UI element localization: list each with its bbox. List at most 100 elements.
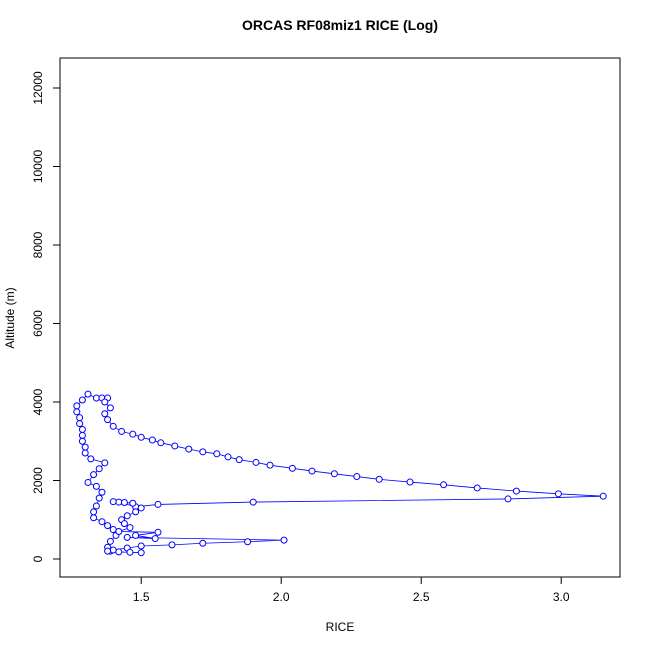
data-point	[106, 537, 114, 545]
data-point	[213, 450, 221, 458]
data-point	[84, 390, 92, 398]
y-tick-label: 2000	[31, 467, 45, 494]
data-point	[199, 539, 207, 547]
data-point	[148, 436, 156, 444]
y-tick-label: 4000	[31, 388, 45, 415]
data-point	[109, 422, 117, 430]
data-point	[109, 498, 117, 506]
data-point	[137, 433, 145, 441]
data-point	[252, 458, 260, 466]
y-tick-label: 6000	[31, 310, 45, 337]
data-point	[504, 495, 512, 503]
data-point	[266, 461, 274, 469]
data-point	[137, 504, 145, 512]
data-point	[115, 528, 123, 536]
data-point	[157, 439, 165, 447]
x-tick-label: 3.0	[553, 590, 570, 604]
data-point	[101, 459, 109, 467]
data-point	[118, 427, 126, 435]
x-axis-label: RICE	[326, 620, 355, 634]
data-point	[123, 533, 131, 541]
data-point	[288, 464, 296, 472]
data-point	[92, 482, 100, 490]
data-point	[76, 414, 84, 422]
x-tick-label: 1.5	[133, 590, 150, 604]
y-tick-label: 8000	[31, 231, 45, 258]
data-point	[224, 453, 232, 461]
data-point	[129, 430, 137, 438]
data-point	[90, 508, 98, 516]
data-point	[199, 448, 207, 456]
data-point	[101, 410, 109, 418]
data-point	[168, 541, 176, 549]
data-point	[95, 494, 103, 502]
data-point	[353, 473, 361, 481]
data-point	[132, 531, 140, 539]
data-point	[554, 490, 562, 498]
y-tick-label: 0	[31, 555, 45, 562]
data-point	[78, 431, 86, 439]
data-point	[473, 484, 481, 492]
data-point	[330, 470, 338, 478]
data-point	[185, 445, 193, 453]
data-point	[280, 536, 288, 544]
data-point	[375, 475, 383, 483]
data-point	[104, 522, 112, 530]
data-point	[120, 520, 128, 528]
chart-title: ORCAS RF08miz1 RICE (Log)	[242, 17, 438, 33]
data-point	[244, 538, 252, 546]
data-point	[151, 535, 159, 543]
data-point	[81, 443, 89, 451]
data-point	[78, 425, 86, 433]
series-line	[76, 393, 604, 554]
data-point	[129, 499, 137, 507]
data-point	[104, 416, 112, 424]
data-point	[98, 488, 106, 496]
data-point	[123, 512, 131, 520]
data-point	[137, 542, 145, 550]
data-point	[73, 402, 81, 410]
data-point	[440, 481, 448, 489]
x-tick-label: 2.0	[273, 590, 290, 604]
data-point	[78, 396, 86, 404]
data-point	[235, 456, 243, 464]
data-point	[406, 478, 414, 486]
data-point	[109, 526, 117, 534]
data-point	[76, 420, 84, 428]
data-point	[137, 549, 145, 557]
data-point	[84, 478, 92, 486]
data-point	[599, 492, 607, 500]
data-point	[171, 442, 179, 450]
data-point	[98, 518, 106, 526]
data-point	[92, 502, 100, 510]
data-point	[104, 547, 112, 555]
y-tick-label: 12000	[31, 71, 45, 105]
data-point	[308, 467, 316, 475]
data-point	[115, 548, 123, 556]
data-point	[115, 498, 123, 506]
data-point	[78, 437, 86, 445]
data-point	[132, 508, 140, 516]
data-point	[90, 471, 98, 479]
data-point	[81, 449, 89, 457]
data-point	[73, 408, 81, 416]
y-axis-label: Altitude (m)	[3, 287, 17, 348]
data-point	[154, 500, 162, 508]
data-point	[154, 528, 162, 536]
data-point	[120, 498, 128, 506]
data-point	[87, 455, 95, 463]
data-point	[101, 398, 109, 406]
y-tick-label: 10000	[31, 149, 45, 183]
data-point	[126, 548, 134, 556]
data-point	[95, 465, 103, 473]
data-point	[106, 404, 114, 412]
plot-frame	[59, 57, 621, 578]
data-point	[109, 546, 117, 554]
data-point	[249, 498, 257, 506]
data-point	[90, 514, 98, 522]
data-point	[126, 524, 134, 532]
data-point	[512, 487, 520, 495]
x-tick-label: 2.5	[413, 590, 430, 604]
